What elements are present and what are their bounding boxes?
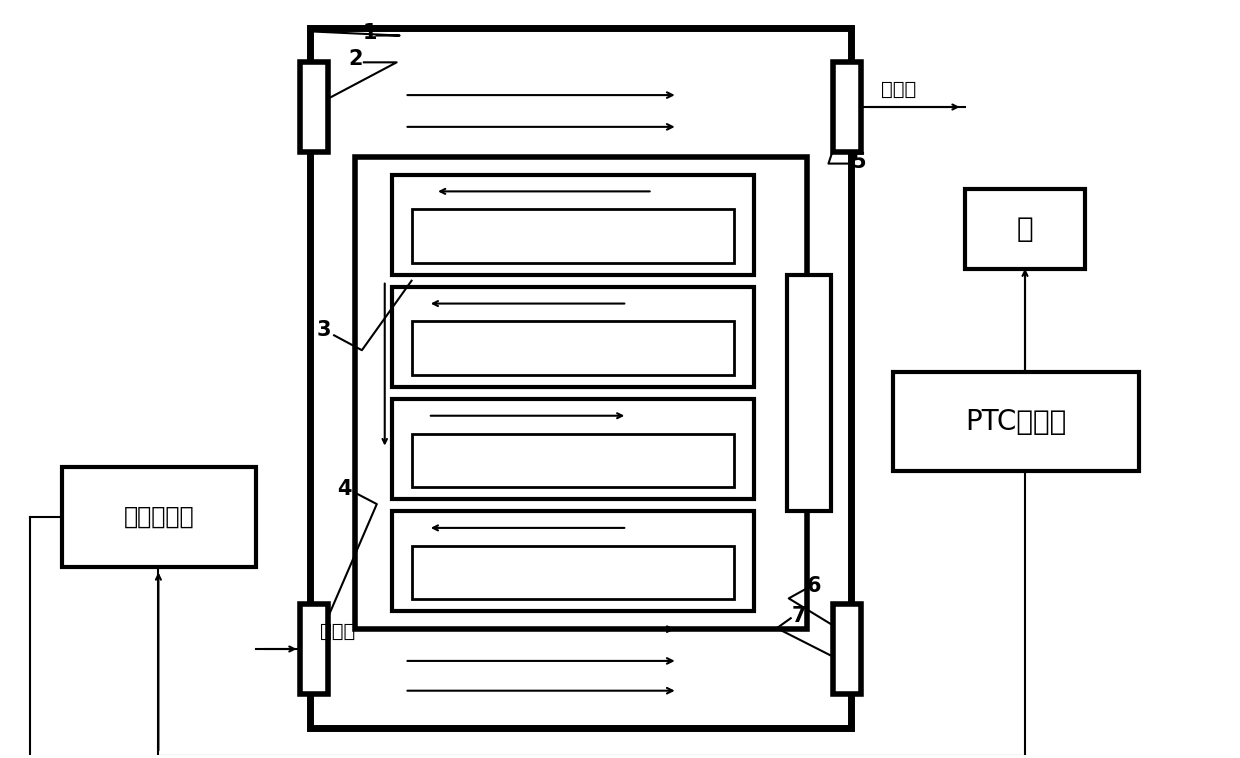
Bar (300, 62, 329, 152)
Bar (833, 62, 862, 152)
Bar (300, 604, 329, 694)
Bar (833, 604, 862, 694)
Text: 4: 4 (337, 479, 351, 500)
Bar (893, 372, 1140, 471)
Bar (392, 511, 754, 611)
Bar (392, 399, 754, 499)
Bar (310, 27, 852, 728)
Text: 冷却液: 冷却液 (882, 80, 916, 99)
Bar (62, 468, 255, 567)
Text: 6: 6 (806, 577, 821, 597)
Bar (412, 209, 734, 263)
Text: 冷却液: 冷却液 (320, 622, 356, 641)
Text: 5: 5 (851, 152, 866, 171)
Bar (412, 321, 734, 375)
Bar (355, 157, 807, 629)
Bar (412, 546, 734, 600)
Bar (966, 190, 1085, 269)
Text: 液体换热器: 液体换热器 (124, 505, 195, 529)
Bar (392, 174, 754, 274)
Text: 7: 7 (791, 606, 806, 626)
Bar (786, 274, 832, 511)
Bar (392, 287, 754, 387)
Text: 1: 1 (362, 23, 377, 42)
Bar (412, 434, 734, 487)
Text: 3: 3 (317, 321, 331, 340)
Text: 2: 2 (348, 49, 363, 70)
Text: PTC加热器: PTC加热器 (966, 408, 1066, 436)
Text: 泵: 泵 (1017, 215, 1033, 243)
